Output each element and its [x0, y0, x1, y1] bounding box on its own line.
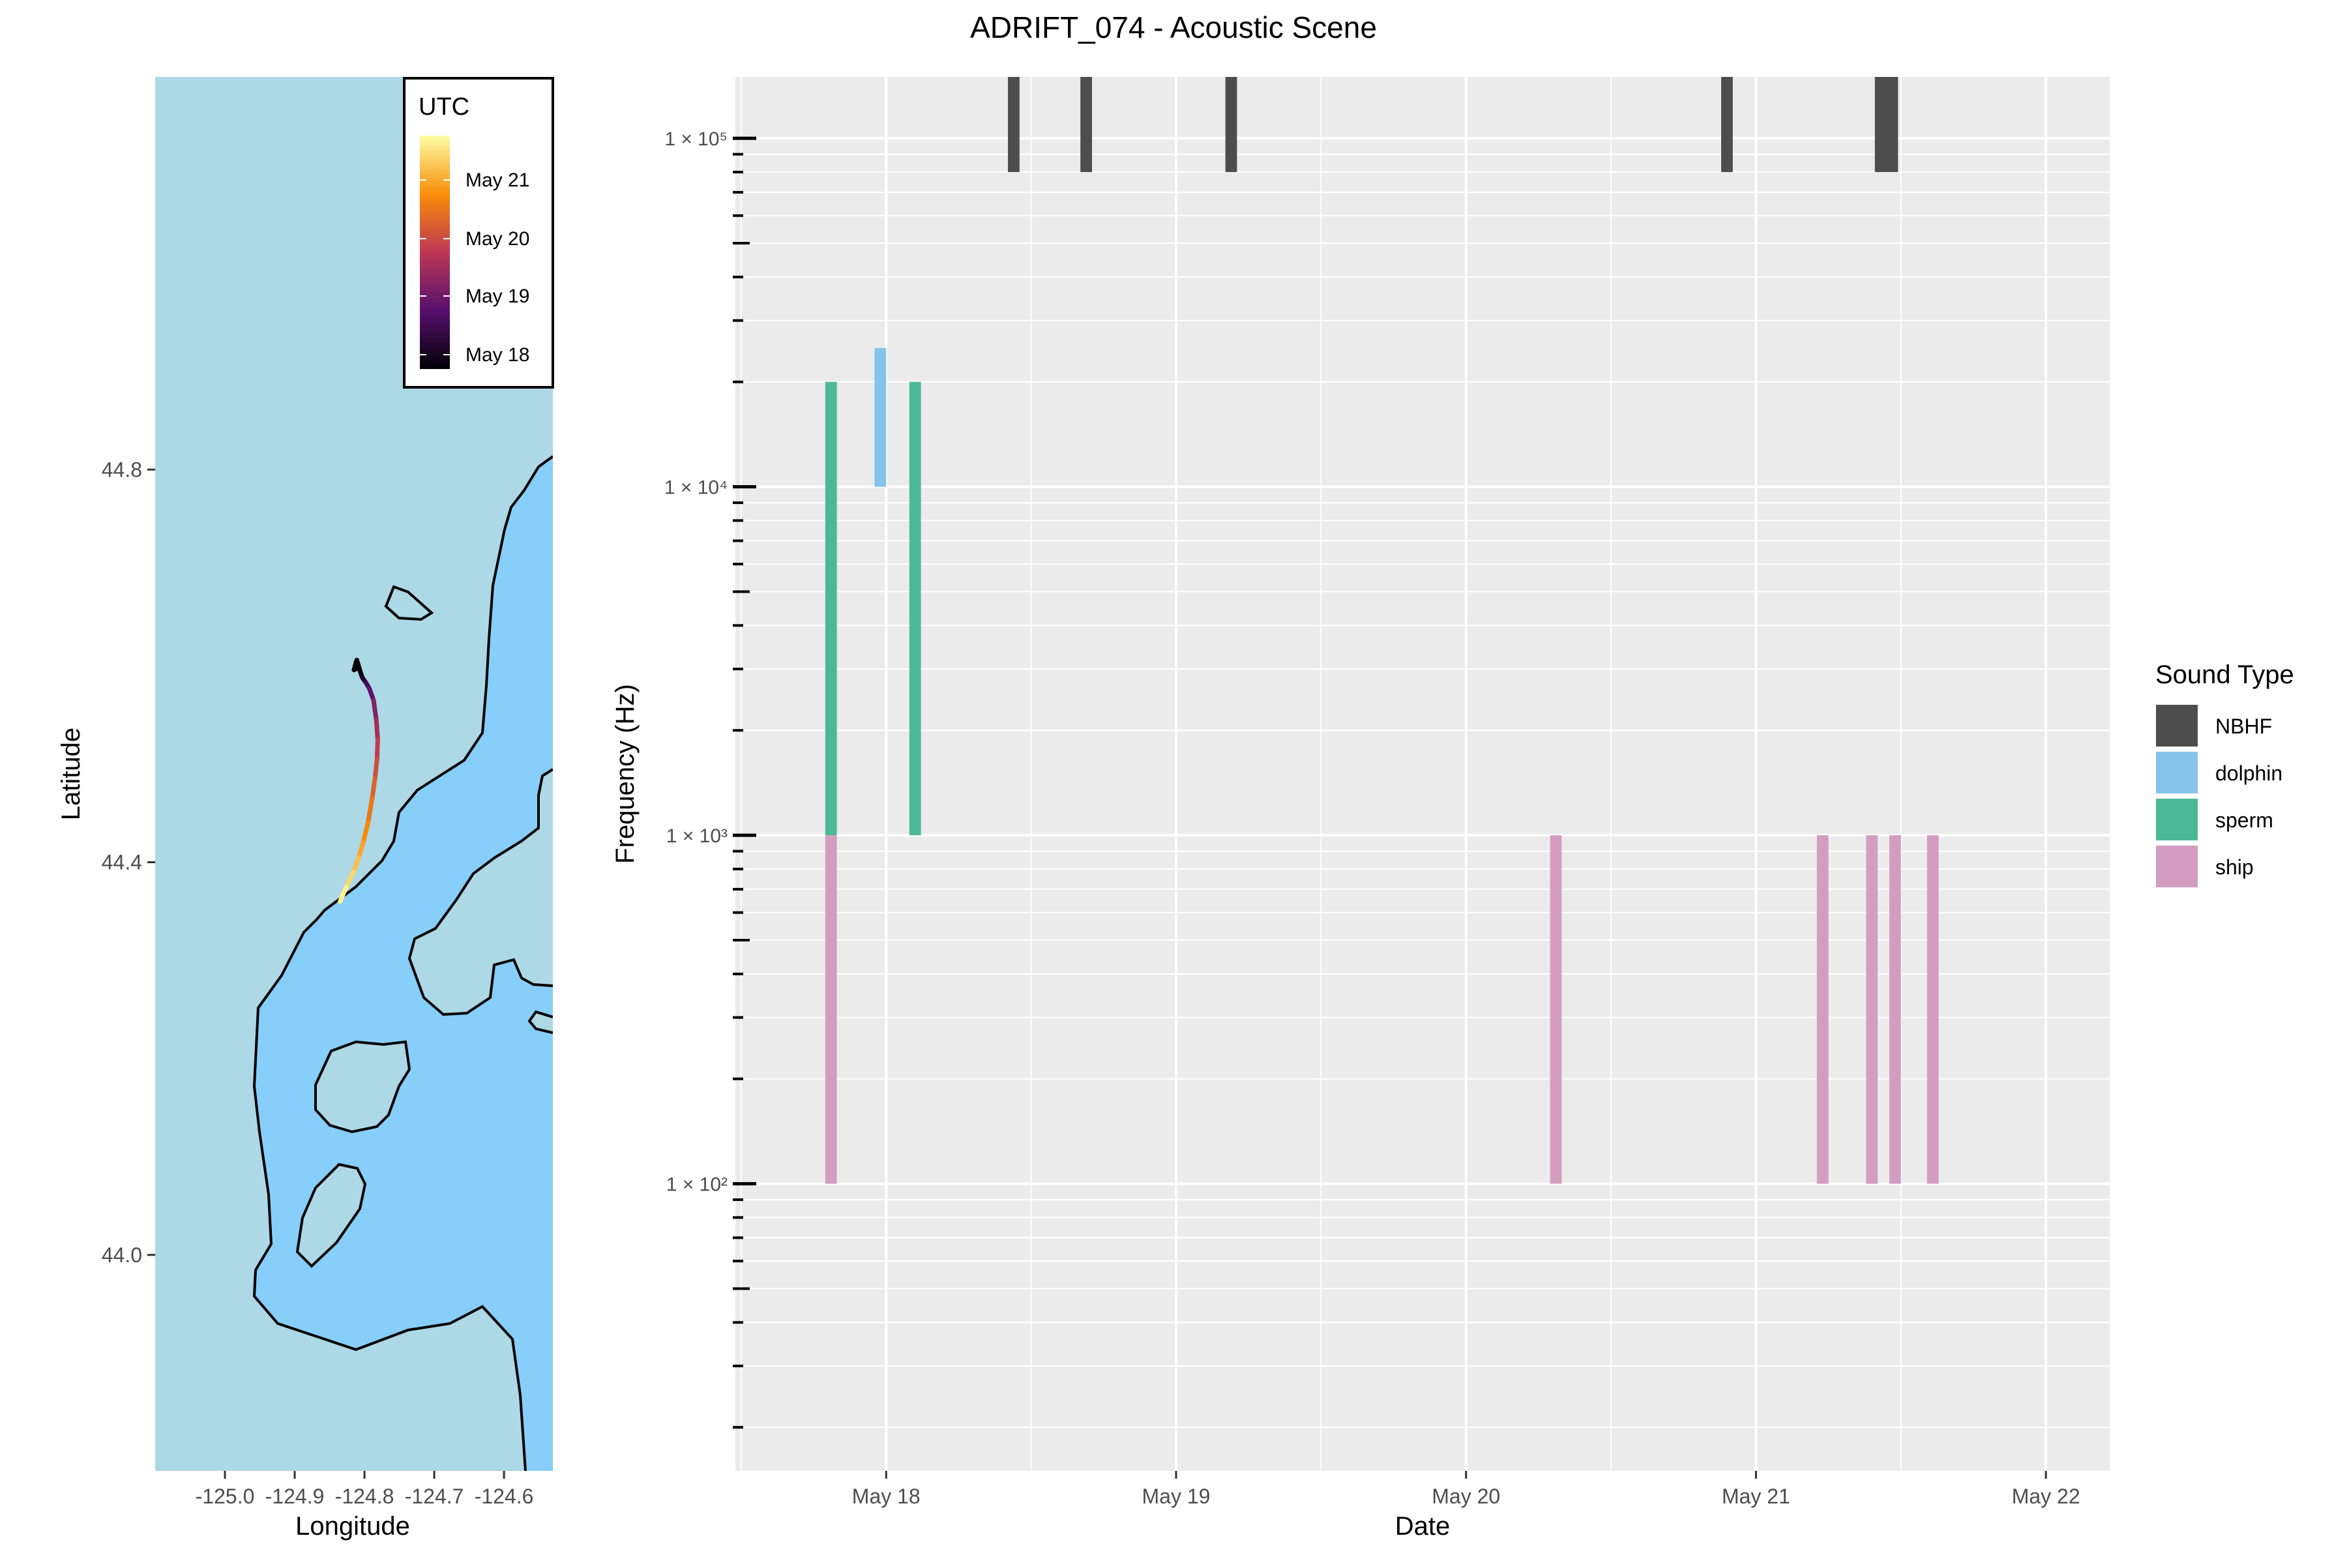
acoustic-y-label: Frequency (Hz) [611, 684, 640, 864]
drift-track-segment [372, 756, 379, 782]
x-tick-label: May 19 [1142, 1485, 1211, 1508]
utc-legend-title: UTC [419, 93, 469, 121]
drift-track-segment [370, 777, 377, 801]
sound-type-legend: Sound Type NBHF dolphin sperm ship [2155, 660, 2294, 889]
acoustic-panel: May 18 May 19 May 20 May 21 May 22 1 × 10²1 … [611, 77, 2110, 1541]
acoustic-panel-background [735, 77, 2110, 1471]
legend-key-dolphin [2155, 750, 2199, 795]
utc-colorbar [420, 136, 450, 369]
grid-major [735, 77, 2110, 1471]
map-y-tick-label: 44.4 [102, 851, 142, 874]
drift-track-segment [338, 884, 349, 904]
legend-label-sperm: sperm [2215, 808, 2273, 832]
depth-contour-basin-b [295, 1162, 367, 1268]
map-y-axis: 44.0 44.4 44.8 [102, 458, 155, 1267]
utc-legend-label: May 18 [465, 344, 529, 366]
detection-bar-NBHF-1 [1008, 77, 1020, 172]
depth-contour-seamount [384, 585, 434, 621]
detection-bar-ship-4 [1866, 835, 1878, 1184]
x-tick-label: May 20 [1432, 1485, 1500, 1508]
map-x-label: Longitude [295, 1512, 410, 1541]
detection-bar-NBHF-2 [1080, 77, 1093, 172]
y-tick-label: 1 × 10⁵ [664, 128, 728, 150]
drift-track-segment [356, 840, 366, 860]
legend-label-NBHF: NBHF [2215, 715, 2272, 738]
detection-bar-NBHF-5 [1874, 77, 1898, 172]
utc-legend: UTC May 21 May 20 May 19 May 18 [403, 77, 554, 389]
legend-label-ship: ship [2215, 855, 2254, 879]
y-tick-label: 1 × 10³ [666, 825, 728, 847]
detection-bar-sperm-2 [909, 381, 921, 836]
drift-track-segment [365, 796, 375, 825]
drift-track-segment [361, 820, 370, 845]
acoustic-x-label: Date [1395, 1512, 1451, 1541]
drift-track [338, 657, 380, 904]
drift-track-segment [344, 870, 356, 889]
drift-track-segment [351, 855, 361, 875]
detection-bar-ship-1 [825, 835, 837, 1184]
sound-type-legend-title: Sound Type [2155, 660, 2294, 689]
map-y-tick-label: 44.0 [102, 1243, 142, 1267]
detection-bar-ship-6 [1926, 835, 1939, 1184]
x-tick-label: May 18 [852, 1485, 921, 1508]
map-x-tick-label: -124.6 [475, 1485, 534, 1508]
grid-minor [735, 77, 2110, 1471]
depth-contour-basin-a [314, 1040, 411, 1134]
bathymetry-layer [252, 455, 553, 1471]
legend-key-NBHF [2155, 703, 2199, 748]
detection-bar-NBHF-4 [1721, 77, 1733, 172]
detection-bar-ship-2 [1550, 835, 1562, 1184]
drift-track-start-segment [354, 657, 364, 676]
depth-contour-canyon-tip [527, 1010, 553, 1034]
drift-track-segment [371, 698, 379, 722]
utc-legend-label: May 19 [465, 286, 529, 307]
x-tick-label: May 21 [1722, 1485, 1790, 1508]
map-x-tick-label: -124.8 [335, 1485, 394, 1508]
y-tick-label: 1 × 10⁴ [664, 477, 728, 499]
detection-bar-dolphin-1 [874, 348, 887, 487]
acoustic-detections [825, 77, 1939, 1184]
map-x-tick-label: -125.0 [196, 1485, 255, 1508]
sound-type-legend-entries: NBHF dolphin sperm ship [2155, 703, 2282, 889]
legend-key-ship [2155, 844, 2199, 889]
map-x-tick-label: -124.7 [405, 1485, 464, 1508]
utc-legend-label: May 20 [465, 228, 529, 250]
map-y-label: Latitude [57, 728, 85, 820]
map-x-tick-label: -124.9 [265, 1485, 325, 1508]
depth-contour-main [252, 455, 553, 1471]
map-y-tick-label: 44.8 [102, 458, 142, 481]
y-tick-label: 1 × 10² [666, 1174, 728, 1196]
utc-legend-labels: May 21 May 20 May 19 May 18 [420, 170, 529, 366]
depth-contour-canyon [407, 768, 553, 1016]
detection-bar-sperm-1 [825, 381, 837, 836]
drift-track-segment [374, 717, 380, 742]
x-tick-label: May 22 [2012, 1485, 2080, 1508]
detection-bar-ship-5 [1889, 835, 1901, 1184]
legend-key-sperm [2155, 797, 2199, 842]
utc-legend-label: May 21 [465, 170, 529, 191]
detection-bar-NBHF-3 [1225, 77, 1237, 172]
map-x-axis: -125.0 -124.9 -124.8 -124.7 -124.6 [196, 1471, 534, 1508]
detection-bar-ship-3 [1816, 835, 1829, 1184]
acoustic-x-axis: May 18 May 19 May 20 May 21 May 22 [852, 1471, 2080, 1508]
legend-label-dolphin: dolphin [2215, 762, 2282, 785]
map-panel: -125.0 -124.9 -124.8 -124.7 -124.6 44.044.44… [57, 77, 554, 1541]
figure-title: ADRIFT_074 - Acoustic Scene [970, 10, 1377, 44]
acoustic-y-axis: 1 × 10² 1 × 10³ 1 × 10⁴ 1 × 10⁵ [664, 128, 756, 1429]
